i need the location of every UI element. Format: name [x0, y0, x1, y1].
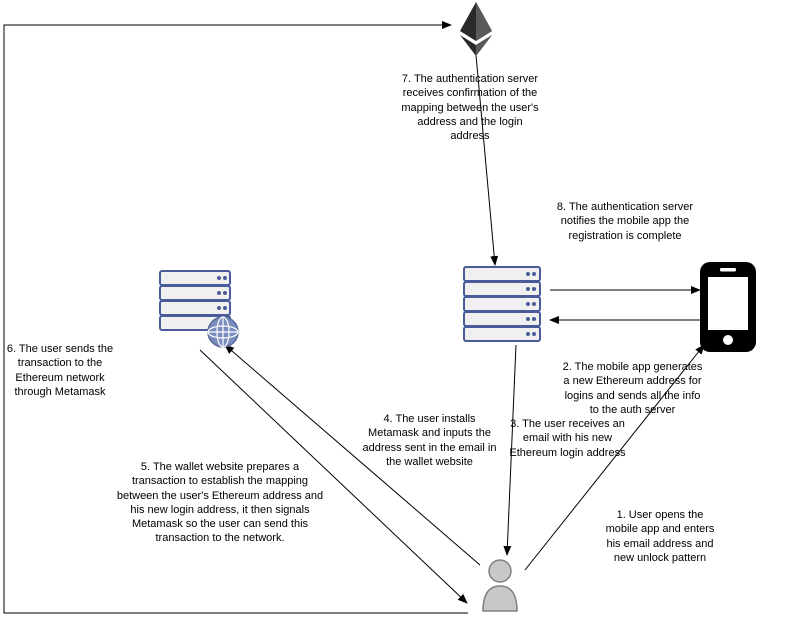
flowchart-canvas: 7. The authentication server receives co…: [0, 0, 806, 639]
user-icon: [483, 560, 517, 611]
label-step1: 1. User opens the mobile app and enters …: [600, 508, 720, 565]
auth-server-icon: [464, 267, 540, 341]
label-step2: 2. The mobile app generates a new Ethere…: [560, 360, 705, 417]
smartphone-icon: [700, 262, 756, 352]
edges: [4, 25, 704, 613]
label-step6: 6. The user sends the transaction to the…: [5, 342, 115, 399]
label-step3: 3. The user receives an email with his n…: [500, 417, 635, 460]
label-step4: 4. The user installs Metamask and inputs…: [362, 412, 497, 469]
web-server-icon: [160, 271, 238, 347]
label-step7: 7. The authentication server receives co…: [400, 72, 540, 143]
label-step8: 8. The authentication server notifies th…: [555, 200, 695, 243]
label-step5: 5. The wallet website prepares a transac…: [115, 460, 325, 546]
ethereum-icon: [460, 2, 492, 56]
